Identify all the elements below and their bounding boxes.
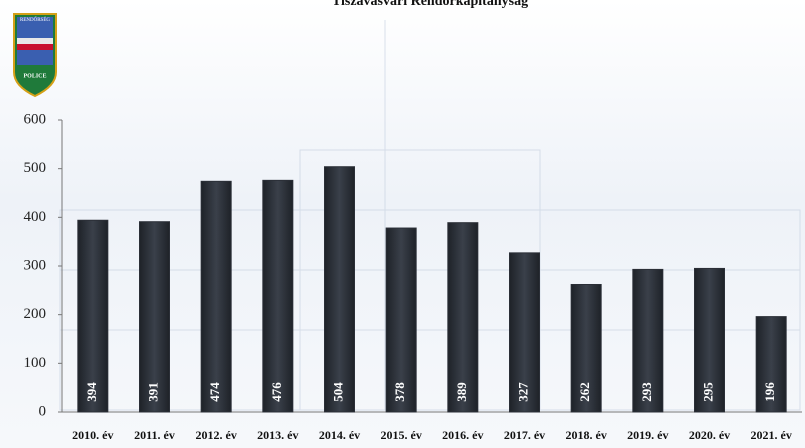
value-label: 391: [145, 382, 160, 402]
bar: [262, 179, 294, 413]
bar: [324, 166, 355, 413]
logo-bottom-text: POLICE: [23, 73, 46, 79]
value-label: 262: [577, 382, 592, 402]
bar: [200, 180, 232, 413]
bar: [694, 267, 725, 413]
value-label: 378: [392, 382, 407, 402]
y-tick-label: 300: [24, 257, 47, 273]
y-tick-label: 400: [24, 209, 47, 225]
logo-top-text: RENDŐRSÉG: [20, 17, 50, 23]
x-tick-label: 2018. év: [566, 428, 607, 442]
bar: [447, 222, 479, 413]
chart-title: Tiszavasvári Rendőrkapitányság: [332, 0, 528, 9]
bar: [77, 219, 109, 413]
x-tick-label: 2013. év: [257, 428, 298, 442]
bar: [139, 221, 170, 413]
value-label: 504: [330, 382, 345, 402]
logo: RENDŐRSÉG POLICE: [13, 13, 57, 98]
building-sketch: [59, 20, 801, 411]
value-label: 474: [207, 382, 222, 402]
bar: [509, 252, 540, 413]
value-label: 389: [454, 382, 469, 402]
x-tick-label: 2011. év: [134, 428, 175, 442]
x-tick-label: 2020. év: [689, 428, 730, 442]
x-tick-label: 2019. év: [627, 428, 668, 442]
y-tick-label: 500: [24, 160, 47, 176]
x-tick-label: 2021. év: [751, 428, 792, 442]
y-tick-label: 0: [39, 403, 47, 419]
x-tick-label: 2014. év: [319, 428, 360, 442]
bar: [385, 227, 417, 413]
value-label: 476: [269, 382, 284, 402]
bar: [755, 316, 787, 413]
y-tick-label: 600: [24, 111, 47, 127]
value-label: 293: [639, 382, 654, 402]
bar: [570, 283, 602, 413]
x-tick-label: 2015. év: [381, 428, 422, 442]
value-label: 394: [84, 382, 99, 402]
value-label: 327: [515, 382, 530, 402]
x-tick-label: 2016. év: [442, 428, 483, 442]
x-tick-label: 2010. év: [72, 428, 113, 442]
y-tick-label: 200: [24, 306, 47, 322]
bar: [632, 268, 664, 413]
value-label: 196: [762, 382, 777, 402]
value-label: 295: [700, 382, 715, 402]
x-tick-label: 2012. év: [196, 428, 237, 442]
x-tick-label: 2017. év: [504, 428, 545, 442]
y-tick-label: 100: [24, 355, 47, 371]
